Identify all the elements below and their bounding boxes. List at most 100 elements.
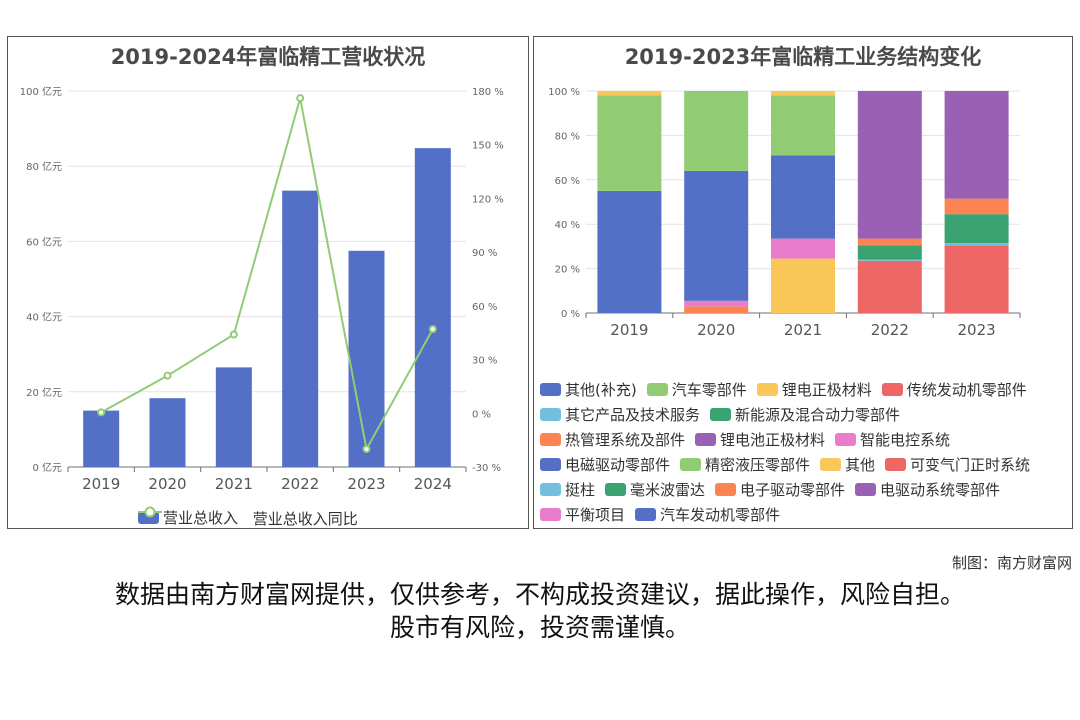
yoy-point — [97, 408, 106, 417]
x-tick-label: 2024 — [414, 475, 452, 493]
legend-swatch — [835, 433, 857, 446]
legend-item[interactable]: 可变气门正时系统 — [885, 452, 1030, 477]
legend-label: 毫米波雷达 — [630, 481, 706, 499]
y-tick-label: 40 % — [555, 220, 580, 231]
structure-chart-panel: 2019-2023年富临精工业务结构变化 0 % 20 % 40 % 60 % 80 %… — [533, 36, 1073, 529]
revenue-chart-panel: 2019-2024年富临精工营收状况 0 亿元 20 亿元 40 亿元 60 亿元 80… — [7, 36, 529, 529]
x-tick-label: 2020 — [148, 475, 186, 493]
revenue-bar — [282, 190, 319, 467]
legend-label: 其他 — [845, 456, 876, 474]
yoy-point — [163, 371, 172, 380]
legend-row: 其他(补充) 汽车零部件 锂电正极材料 传统发动机零部件 — [540, 377, 1040, 402]
y-left-tick-label: 40 亿元 — [26, 311, 62, 324]
y-left-tick-label: 80 亿元 — [26, 160, 62, 173]
stacked-bar-segment — [944, 245, 1009, 313]
legend-swatch — [855, 483, 877, 496]
y-left-tick-label: 0 亿元 — [32, 461, 62, 474]
legend-row: 平衡项目 汽车发动机零部件 — [540, 502, 1040, 527]
x-tick-label: 2021 — [784, 321, 822, 339]
legend-label: 挺柱 — [565, 481, 596, 499]
legend-label: 电子驱动零部件 — [740, 481, 846, 499]
legend-swatch — [635, 508, 657, 521]
legend-item[interactable]: 电子驱动零部件 — [715, 477, 845, 502]
y-tick-label: 20 % — [555, 265, 580, 276]
legend-label-yoy: 营业总收入同比 — [252, 510, 358, 528]
legend-swatch — [715, 483, 737, 496]
yoy-point — [296, 94, 305, 103]
stacked-bar-segment — [771, 258, 835, 313]
legend-swatch — [540, 483, 561, 496]
legend-label: 传统发动机零部件 — [906, 381, 1027, 399]
legend-item[interactable]: 锂电池正极材料 — [695, 427, 825, 452]
legend-item[interactable]: 汽车发动机零部件 — [635, 502, 780, 527]
legend-swatch — [756, 383, 778, 396]
legend-label: 汽车发动机零部件 — [660, 506, 781, 524]
right-chart-legend: 其他(补充) 汽车零部件 锂电正极材料 传统发动机零部件其它产品及技术服务 新能源及混合… — [540, 377, 1040, 527]
stacked-bar-segment — [857, 259, 922, 261]
x-tick-label: 2020 — [697, 321, 735, 339]
yoy-point — [428, 325, 437, 334]
legend-swatch — [881, 383, 903, 396]
y-right-tick-label: 0 % — [472, 409, 491, 420]
legend-label: 精密液压零部件 — [705, 456, 811, 474]
legend-swatch — [540, 408, 561, 421]
legend-row: 热管理系统及部件 锂电池正极材料 智能电控系统 — [540, 427, 1040, 452]
revenue-bar — [83, 410, 120, 467]
legend-item[interactable]: 其它产品及技术服务 — [540, 402, 700, 427]
y-left-tick-label: 100 亿元 — [20, 85, 62, 98]
legend-item[interactable]: 汽车零部件 — [646, 377, 747, 402]
stacked-bar-segment — [771, 238, 835, 259]
legend-label: 电驱动系统零部件 — [880, 481, 1001, 499]
disclaimer-line-1: 数据由南方财富网提供，仅供参考，不构成投资建议，据此操作，风险自担。 — [114, 580, 965, 609]
legend-swatch — [540, 508, 561, 521]
legend-swatch — [680, 458, 702, 471]
y-right-tick-label: 150 % — [472, 141, 504, 152]
legend-label: 汽车零部件 — [671, 381, 747, 399]
chart-credit: 制图：南方财富网 — [951, 554, 1072, 572]
yoy-line — [100, 97, 434, 453]
y-tick-label: 100 % — [548, 87, 580, 98]
legend-item[interactable]: 其他(补充) — [540, 377, 637, 402]
legend-item[interactable]: 平衡项目 — [540, 502, 625, 527]
legend-item[interactable]: 挺柱 — [540, 477, 595, 502]
legend-swatch — [540, 383, 561, 396]
legend-label: 锂电正极材料 — [781, 381, 872, 399]
legend-item[interactable]: 其他 — [820, 452, 875, 477]
y-right-tick-label: 30 % — [472, 356, 497, 367]
yoy-point — [362, 445, 371, 454]
legend-swatch — [695, 433, 717, 446]
legend-swatch — [646, 383, 668, 396]
legend-item[interactable]: 热管理系统及部件 — [540, 427, 685, 452]
legend-label: 智能电控系统 — [860, 431, 951, 449]
legend-item[interactable]: 传统发动机零部件 — [881, 377, 1027, 402]
x-tick-label: 2019 — [610, 321, 648, 339]
legend-label: 平衡项目 — [565, 506, 626, 524]
legend-swatch — [605, 483, 627, 496]
legend-item[interactable]: 新能源及混合动力零部件 — [710, 402, 900, 427]
x-tick-label: 2019 — [82, 475, 120, 493]
legend-label: 新能源及混合动力零部件 — [735, 406, 901, 424]
stacked-bar-segment — [684, 300, 749, 307]
legend-item[interactable]: 智能电控系统 — [835, 427, 950, 452]
left-chart-title: 2019-2024年富临精工营收状况 — [110, 45, 426, 69]
x-tick-label: 2022 — [871, 321, 909, 339]
legend-swatch — [885, 458, 907, 471]
legend-item[interactable]: 毫米波雷达 — [605, 477, 705, 502]
y-right-tick-label: 120 % — [472, 194, 504, 205]
y-tick-label: 80 % — [555, 131, 580, 142]
y-left-tick-label: 20 亿元 — [26, 386, 62, 399]
legend-item[interactable]: 电磁驱动零部件 — [540, 452, 670, 477]
legend-item[interactable]: 精密液压零部件 — [680, 452, 810, 477]
revenue-bar — [348, 250, 385, 467]
legend-item[interactable]: 电驱动系统零部件 — [855, 477, 1000, 502]
legend-label: 其它产品及技术服务 — [565, 406, 701, 424]
legend-item[interactable]: 锂电正极材料 — [756, 377, 872, 402]
left-chart-legend: 营业总收入 营业总收入同比 — [138, 505, 368, 531]
legend-swatch-line — [138, 506, 162, 518]
stacked-bar-segment — [597, 95, 662, 191]
legend-label: 其他(补充) — [565, 381, 637, 399]
legend-item-yoy[interactable]: 营业总收入同比 — [138, 506, 358, 531]
y-right-tick-label: 60 % — [472, 302, 497, 313]
disclaimer-line-2: 股市有风险，投资需谨慎。 — [389, 613, 690, 642]
stacked-bar-segment — [944, 198, 1009, 215]
